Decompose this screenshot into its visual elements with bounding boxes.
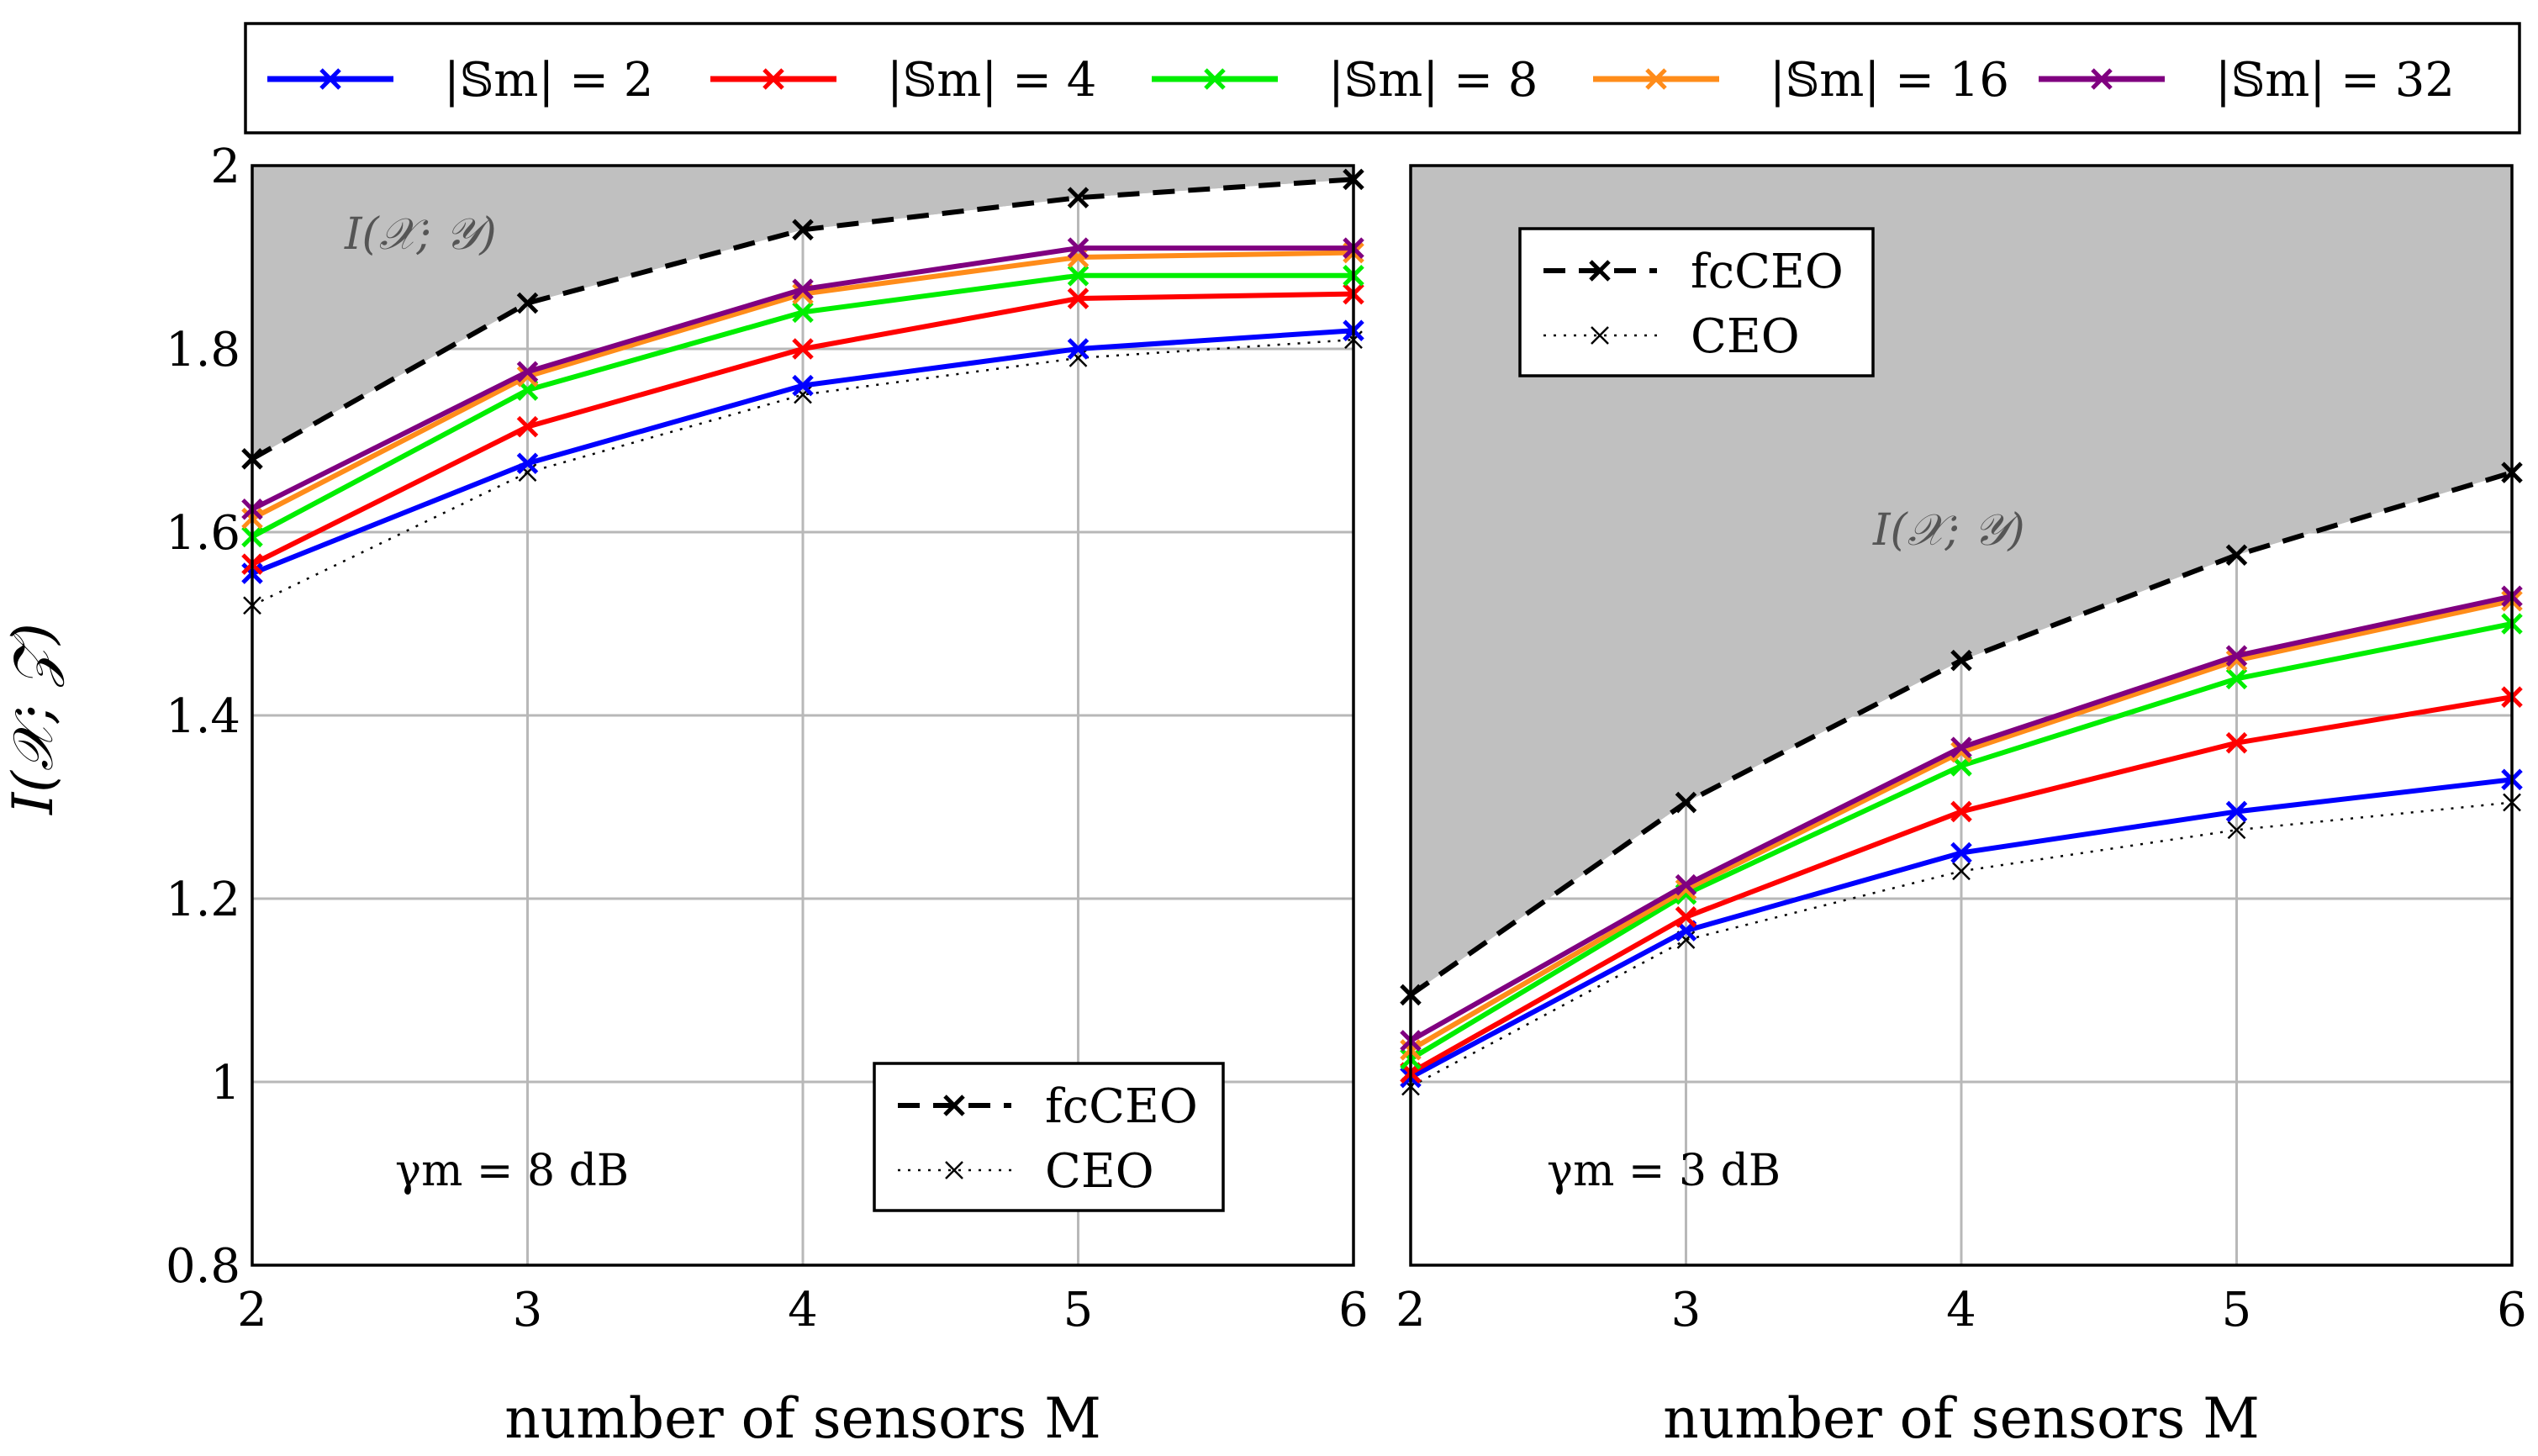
x-tick-label: 6 — [2497, 1283, 2527, 1337]
data-point — [1067, 338, 1090, 360]
legend-label: |𝕊m| = 8 — [1328, 53, 1538, 108]
x-tick-label: 4 — [1946, 1283, 1976, 1337]
legend-entry-2: |𝕊m| = 4 — [710, 53, 1096, 108]
data-point — [2225, 800, 2248, 823]
x-tick-label: 2 — [1396, 1283, 1426, 1337]
data-point — [2225, 731, 2248, 754]
data-point — [792, 338, 814, 360]
legend-entry-3: |𝕊m| = 8 — [1152, 53, 1538, 108]
left-panel: 2 3 4 5 6 0.8 1 1.2 1.4 1.6 1.8 2 number of sensors … — [166, 140, 1369, 1451]
inner-legend-entry: CEO — [898, 1144, 1154, 1199]
data-point — [1950, 649, 1972, 672]
legend-label: |𝕊m| = 16 — [1770, 53, 2009, 108]
y-tick-label: 1.8 — [166, 323, 240, 377]
data-point — [792, 219, 814, 241]
inner-legend-marker — [1591, 326, 1609, 345]
inner-legend-box — [1518, 227, 1875, 377]
data-point — [516, 452, 539, 475]
x-tick-label: 5 — [2222, 1283, 2252, 1337]
plot-frame — [251, 164, 1355, 1267]
data-point — [792, 278, 814, 300]
x-tick-label: 3 — [513, 1283, 543, 1337]
series-ceo — [1401, 793, 2521, 1096]
inner-legend-label: CEO — [1691, 309, 1800, 364]
y-tick-label: 2 — [210, 140, 240, 194]
x-tick-label: 3 — [1671, 1283, 1702, 1337]
y-tick-label: 1.2 — [166, 873, 240, 927]
data-point — [1950, 800, 1972, 823]
data-point — [1067, 288, 1090, 309]
inner-legend-marker — [1589, 260, 1611, 282]
data-point — [1067, 237, 1090, 259]
snr-annotation: γm = 8 dB — [395, 1146, 629, 1196]
legend-entry-1: |𝕊m| = 2 — [267, 53, 653, 108]
inner-legend-label: fcCEO — [1045, 1079, 1198, 1134]
data-point — [2227, 820, 2246, 840]
series--m-32 — [1400, 585, 2523, 1052]
y-tick-label: 1 — [210, 1056, 240, 1110]
x-tick-label: 4 — [788, 1283, 818, 1337]
inner-legend: fcCEO CEO — [873, 1062, 1225, 1212]
data-point — [516, 361, 539, 383]
data-point — [1950, 736, 1972, 758]
series--m-4 — [1400, 686, 2523, 1084]
main-legend: |𝕊m| = 2 |𝕊m| = 4 |𝕊m| = 8 |𝕊m| = 16 |𝕊m| = … — [244, 22, 2521, 135]
series--m-4 — [241, 282, 1364, 575]
data-point — [1067, 265, 1090, 287]
legend-marker — [1204, 68, 1226, 90]
data-point — [1952, 862, 1971, 881]
data-point — [2225, 667, 2248, 690]
x-axis-label: number of sensors M — [504, 1386, 1101, 1451]
inner-legend-marker — [945, 1161, 963, 1179]
data-point — [1067, 187, 1090, 208]
legend-marker — [1645, 68, 1667, 90]
data-point — [1950, 841, 1972, 864]
legend-marker — [2091, 68, 2113, 90]
data-point — [516, 292, 539, 314]
inner-legend-box — [873, 1062, 1225, 1212]
region-label: I(𝒳; 𝒴) — [1872, 505, 2025, 556]
legend-label: |𝕊m| = 32 — [2215, 53, 2455, 108]
y-axis-label: I(𝒳; 𝒵) — [1, 623, 66, 815]
data-point — [792, 301, 814, 324]
legend-label: |𝕊m| = 2 — [444, 53, 653, 108]
data-point — [2225, 544, 2248, 567]
data-point — [1675, 791, 1697, 814]
x-tick-label: 5 — [1063, 1283, 1094, 1337]
data-point — [792, 374, 814, 397]
inner-legend-entry: fcCEO — [1543, 245, 1844, 299]
data-point — [516, 415, 539, 438]
legend-entry-4: |𝕊m| = 16 — [1593, 53, 2009, 108]
right-panel: 2 3 4 5 6 number of sensors M γm = 3 dB I(𝒳; 𝒴)… — [1396, 164, 2527, 1451]
inner-legend-entry: CEO — [1543, 309, 1800, 364]
achievable-region-overlay — [252, 166, 1353, 459]
data-point — [1675, 873, 1697, 896]
legend-entry-5: |𝕊m| = 32 — [2039, 53, 2455, 108]
data-point — [1675, 906, 1697, 928]
y-tick-label: 0.8 — [166, 1239, 240, 1294]
legend-marker — [319, 68, 341, 90]
inner-legend-label: CEO — [1045, 1144, 1154, 1199]
inner-legend: fcCEO CEO — [1518, 227, 1875, 377]
x-tick-label: 2 — [237, 1283, 267, 1337]
snr-annotation: γm = 3 dB — [1547, 1146, 1781, 1196]
inner-legend-label: fcCEO — [1691, 245, 1844, 299]
series-line — [251, 338, 1354, 607]
inner-legend-marker — [943, 1095, 965, 1116]
y-tick-label: 1.4 — [166, 689, 240, 744]
data-point — [2225, 645, 2248, 667]
legend-label: |𝕊m| = 4 — [887, 53, 1096, 108]
x-tick-label: 6 — [1338, 1283, 1369, 1337]
plot-frame — [1409, 164, 2514, 1267]
legend-marker — [762, 68, 784, 90]
y-tick-label: 1.6 — [166, 506, 240, 561]
inner-legend-entry: fcCEO — [898, 1079, 1198, 1134]
x-axis-label: number of sensors M — [1663, 1386, 2260, 1451]
region-label: I(𝒳; 𝒴) — [344, 209, 497, 260]
